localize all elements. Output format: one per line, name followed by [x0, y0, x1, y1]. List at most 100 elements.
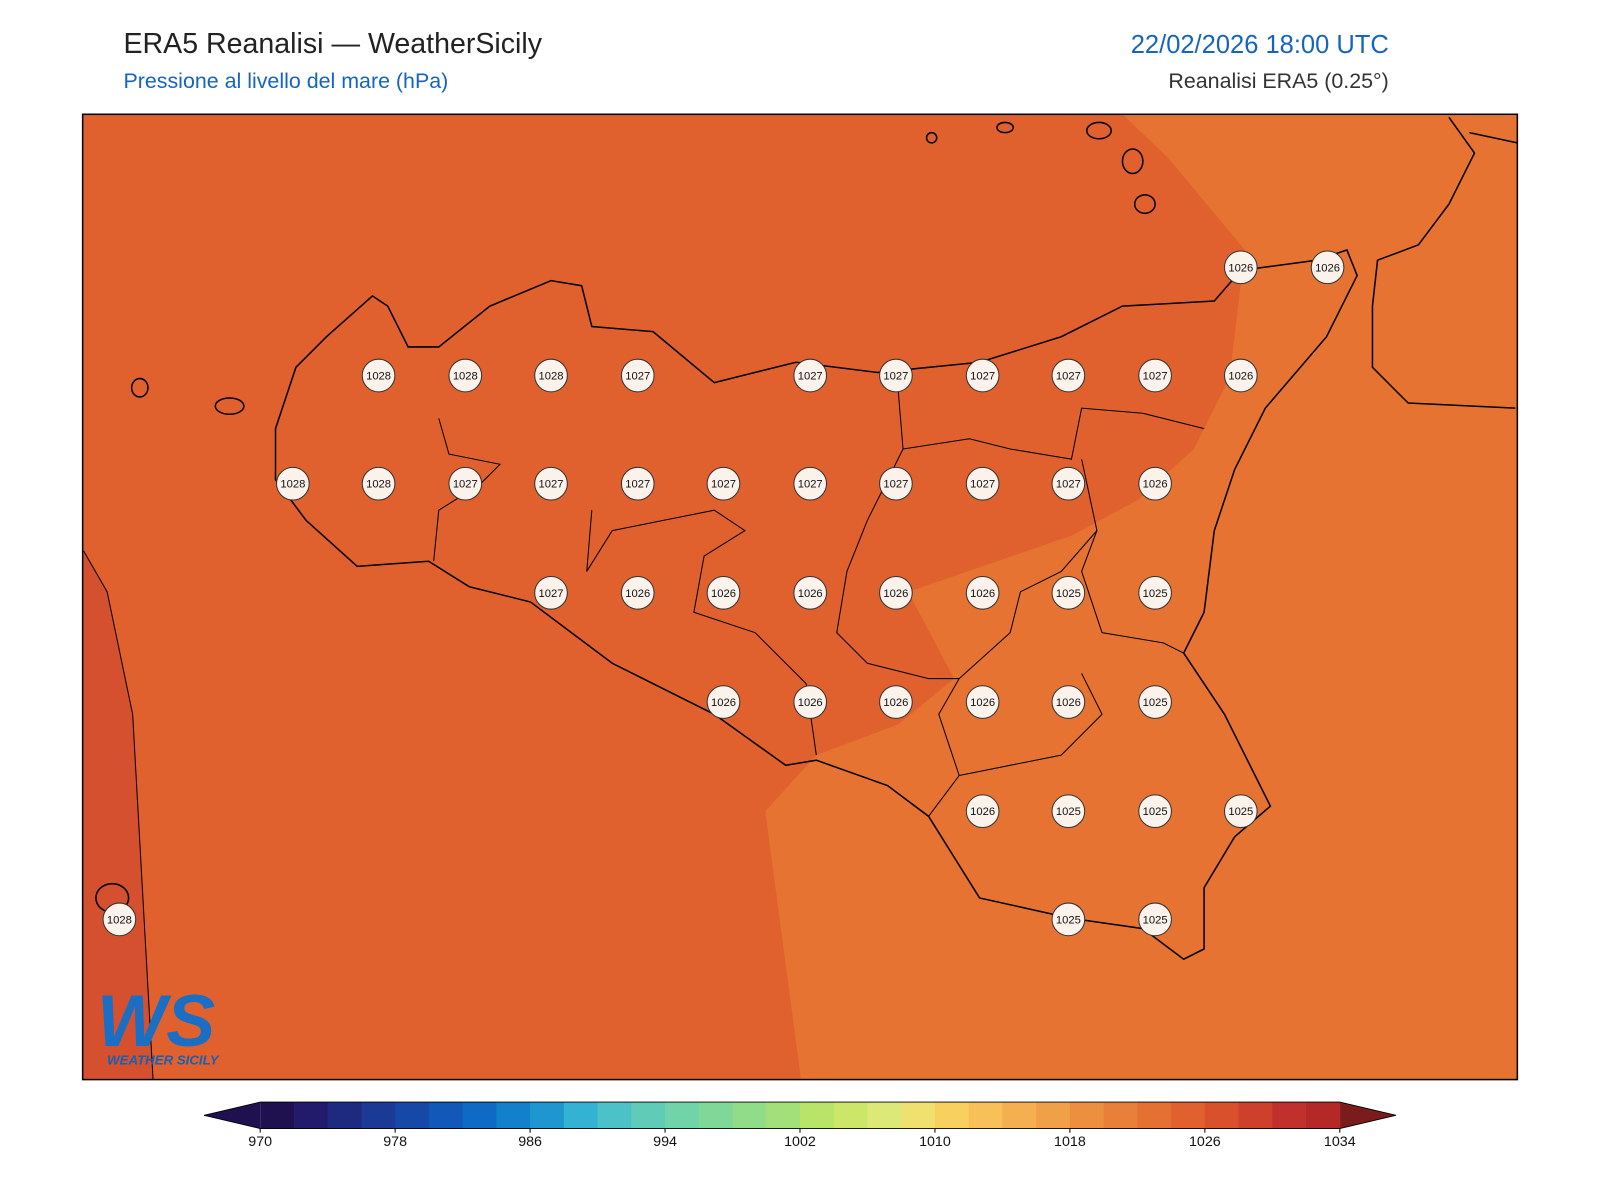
colorbar-extend-low [204, 1102, 261, 1129]
station-value: 1027 [798, 479, 823, 491]
station-value: 1027 [1143, 370, 1168, 382]
station-value: 1026 [1143, 479, 1168, 491]
colorbar-segment [800, 1102, 835, 1129]
station-marker [534, 358, 568, 393]
station-value: 1027 [970, 479, 995, 491]
station-marker [1051, 358, 1086, 393]
station-value: 1025 [1143, 588, 1168, 600]
colorbar-segment [766, 1102, 801, 1129]
station-marker [534, 576, 568, 610]
station-value: 1026 [883, 697, 908, 709]
station-marker [1138, 685, 1172, 719]
station-value: 1025 [1056, 806, 1081, 818]
station-value: 1027 [625, 479, 650, 491]
station-marker [879, 358, 913, 393]
station-value: 1026 [1315, 262, 1340, 274]
colorbar-tick-label: 986 [518, 1134, 542, 1150]
colorbar-segment [1103, 1102, 1138, 1129]
station-marker [361, 466, 396, 501]
colorbar-tick-label: 970 [248, 1134, 272, 1150]
station-marker [1310, 250, 1345, 285]
station-value: 1025 [1143, 697, 1168, 709]
station-value: 1026 [798, 697, 823, 709]
station-marker [1138, 358, 1172, 393]
station-value: 1027 [883, 370, 908, 382]
station-marker [965, 685, 1000, 719]
station-value: 1026 [1228, 370, 1253, 382]
station-marker [620, 576, 655, 610]
logo-mark: WS [97, 979, 215, 1062]
station-marker [706, 685, 741, 719]
station-marker [276, 466, 310, 501]
colorbar-segment [934, 1102, 970, 1129]
colorbar-segment [901, 1102, 936, 1129]
station-marker [1051, 466, 1086, 501]
colorbar-segment [1306, 1102, 1341, 1129]
station-marker [534, 466, 568, 501]
station-value: 1026 [798, 588, 823, 600]
station-marker [793, 576, 828, 610]
station-marker [793, 466, 828, 501]
colorbar-segment [867, 1102, 902, 1129]
title: ERA5 Reanalisi — WeatherSicily [123, 28, 542, 60]
coastline [83, 116, 1518, 1080]
station-value: 1026 [625, 588, 650, 600]
station-marker [1138, 466, 1172, 501]
station-value: 1027 [883, 479, 908, 491]
colorbar-tick-label: 1002 [784, 1134, 816, 1150]
colorbar-segment [1002, 1102, 1037, 1129]
colorbar-segment [361, 1102, 396, 1129]
station-marker [620, 466, 655, 501]
station-value: 1028 [366, 370, 391, 382]
colorbar-segment [395, 1102, 430, 1129]
station-value: 1028 [280, 479, 305, 491]
subtitle: Pressione al livello del mare (hPa) [123, 69, 448, 93]
station-value: 1025 [1143, 806, 1168, 818]
colorbar-tick-label: 978 [383, 1134, 407, 1150]
colorbar-segment [496, 1102, 531, 1129]
station-marker [965, 576, 1000, 610]
station-value: 1026 [970, 806, 995, 818]
colorbar-segment [833, 1102, 868, 1129]
station-value: 1025 [1056, 914, 1081, 926]
station-marker [1051, 902, 1086, 937]
station-marker [1138, 576, 1172, 610]
station-value: 1025 [1228, 806, 1253, 818]
station-marker [448, 358, 483, 393]
colorbar-segment [530, 1102, 565, 1129]
station-marker [965, 358, 1000, 393]
station-value: 1026 [1228, 262, 1253, 274]
colorbar-segment [1272, 1102, 1307, 1129]
station-value: 1028 [107, 914, 132, 926]
station-marker [793, 685, 828, 719]
station-marker [793, 358, 828, 393]
colorbar-segment [462, 1102, 497, 1129]
station-marker [1223, 250, 1258, 285]
station-value: 1026 [711, 697, 736, 709]
station-marker [1051, 794, 1086, 829]
station-marker [1223, 358, 1258, 393]
colorbar-segment [428, 1102, 464, 1129]
logo-text: Weather Sicily [107, 1052, 220, 1067]
station-marker [1223, 794, 1258, 829]
colorbar-segment [1238, 1102, 1273, 1129]
map: 1026 1026 1028 1028 1028 1027 1027 1027 1027 1027… [81, 113, 1519, 1081]
colorbar-tick-label: 1010 [919, 1134, 951, 1150]
station-value: 1026 [883, 588, 908, 600]
station-value: 1028 [453, 370, 478, 382]
station-value: 1026 [970, 588, 995, 600]
logo: WS Weather Sicily [97, 979, 220, 1067]
colorbar-segment [968, 1102, 1003, 1129]
field-high [83, 551, 154, 1080]
colorbar-segment [631, 1102, 666, 1129]
station-layer: 1026 1026 1028 1028 1028 1027 1027 1027 1027 1027… [102, 250, 1345, 937]
station-value: 1028 [539, 370, 564, 382]
station-marker [448, 466, 483, 501]
station-marker [1138, 902, 1172, 937]
province-borders [433, 387, 1205, 817]
station-marker [1138, 794, 1172, 829]
station-marker [965, 466, 1000, 501]
colorbar-segment [260, 1102, 295, 1129]
colorbar-extend-high [1339, 1102, 1396, 1129]
station-marker [706, 466, 741, 501]
